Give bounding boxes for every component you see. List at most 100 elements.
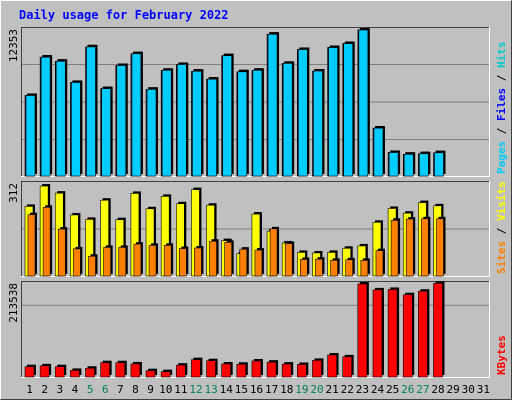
bar-pages-14 <box>222 53 234 177</box>
bar-sites-8 <box>133 242 143 277</box>
bar-sites-14-face <box>224 242 232 277</box>
legend-item-sites: Sites <box>495 241 508 274</box>
bar-sites-3 <box>57 227 68 277</box>
x-tick-label-10: 10 <box>159 383 172 396</box>
bar-pages-13-face <box>207 78 217 177</box>
bar-kbytes-2-face <box>39 365 50 378</box>
bar-sites-20 <box>315 257 325 277</box>
bar-kbytes-25-face <box>387 289 398 378</box>
x-tick-label-25: 25 <box>386 383 399 396</box>
bar-pages-2-face <box>40 56 51 177</box>
x-tick-label-28: 28 <box>431 383 444 396</box>
bar-pages-7-face <box>116 65 127 177</box>
bar-pages-3 <box>55 59 68 177</box>
bar-pages-2 <box>40 55 53 177</box>
bar-sites-27-face <box>421 218 429 277</box>
legend-hits_files_pages: Pages / Files / Hits <box>495 42 508 175</box>
x-tick-label-31: 31 <box>477 383 490 396</box>
legend-item-kbytes: KBytes <box>495 335 508 375</box>
bar-kbytes-19 <box>297 362 309 378</box>
bar-kbytes-26 <box>402 292 415 378</box>
x-tick-label-17: 17 <box>265 383 278 396</box>
legend-kbytes: KBytes <box>495 335 508 375</box>
bar-kbytes-16 <box>251 358 263 378</box>
bar-kbytes-24 <box>372 287 384 378</box>
legend-separator: / <box>495 221 508 241</box>
bar-sites-9 <box>148 243 159 277</box>
bar-sites-15 <box>239 247 249 277</box>
panel-visits_sites: 312 Sites / Visits <box>7 181 508 277</box>
bar-pages-4 <box>71 80 83 177</box>
bar-sites-24 <box>375 248 385 277</box>
bar-kbytes-16-face <box>251 360 262 378</box>
x-tick-label-22: 22 <box>341 383 354 396</box>
bar-sites-9-face <box>148 245 157 277</box>
bar-sites-25 <box>390 218 401 277</box>
bar-kbytes-20 <box>312 358 324 378</box>
bar-kbytes-2 <box>39 363 52 378</box>
bar-sites-10-face <box>163 245 172 277</box>
bar-pages-18-face <box>282 63 293 177</box>
x-tick-label-12: 12 <box>189 383 202 396</box>
bar-sites-18-face <box>284 243 293 277</box>
y-max-label-visits_sites: 312 <box>7 183 20 203</box>
bar-pages-5-face <box>86 46 96 177</box>
bar-sites-18 <box>284 241 295 277</box>
x-tick-label-2: 2 <box>41 383 48 396</box>
bar-sites-2-face <box>42 206 51 277</box>
bar-sites-23-face <box>360 260 369 277</box>
x-tick-label-8: 8 <box>132 383 139 396</box>
bar-kbytes-5 <box>85 366 97 378</box>
bar-kbytes-27 <box>418 289 430 378</box>
legend-separator: / <box>495 68 508 88</box>
bar-sites-21 <box>330 258 340 277</box>
bar-pages-8-face <box>131 53 142 177</box>
panel-kbytes: 213538 KBytes <box>7 281 508 378</box>
x-tick-label-13: 13 <box>204 383 217 396</box>
bar-pages-14-face <box>222 55 232 177</box>
bar-kbytes-14 <box>221 361 233 378</box>
bar-kbytes-12 <box>191 357 203 378</box>
bar-kbytes-22 <box>342 354 354 378</box>
bar-pages-9-face <box>146 89 157 177</box>
bar-kbytes-3 <box>54 364 67 378</box>
bar-kbytes-21-face <box>327 354 337 378</box>
x-tick-label-29: 29 <box>447 383 460 396</box>
legend-separator: / <box>495 121 508 141</box>
bar-sites-4-face <box>73 248 81 277</box>
bar-kbytes-14-face <box>221 363 231 378</box>
bar-sites-24-face <box>375 250 384 277</box>
bar-sites-15-face <box>239 248 248 277</box>
x-tick-label-23: 23 <box>356 383 369 396</box>
bar-sites-6-face <box>103 247 111 277</box>
x-tick-label-30: 30 <box>462 383 475 396</box>
bar-pages-23-face <box>358 29 369 177</box>
legend-item-visits: Visits <box>495 181 508 221</box>
bar-sites-1 <box>27 212 37 277</box>
bar-kbytes-1-face <box>24 366 35 378</box>
bar-pages-17-face <box>267 33 278 177</box>
bar-sites-12-face <box>194 247 202 277</box>
bar-sites-21-face <box>330 260 338 277</box>
bar-sites-28-face <box>436 218 444 277</box>
x-tick-label-5: 5 <box>87 383 94 396</box>
bar-kbytes-3-face <box>54 366 65 378</box>
x-tick-label-7: 7 <box>117 383 124 396</box>
x-tick-label-15: 15 <box>235 383 248 396</box>
bar-kbytes-23 <box>357 282 369 378</box>
bar-sites-25-face <box>390 219 399 277</box>
bar-pages-25-face <box>388 152 399 177</box>
bar-kbytes-28-face <box>433 283 443 378</box>
bar-pages-6 <box>101 86 113 177</box>
bar-kbytes-18 <box>281 362 294 378</box>
bar-kbytes-12-face <box>191 359 201 378</box>
bar-sites-6 <box>103 245 113 277</box>
bar-kbytes-6 <box>100 360 112 378</box>
bar-sites-13-face <box>209 240 217 277</box>
bar-pages-22-face <box>343 43 354 177</box>
bar-kbytes-13-face <box>206 360 216 378</box>
bar-pages-21 <box>328 45 340 177</box>
legend-item-hits: Hits <box>495 42 508 69</box>
bar-pages-5 <box>86 44 98 177</box>
